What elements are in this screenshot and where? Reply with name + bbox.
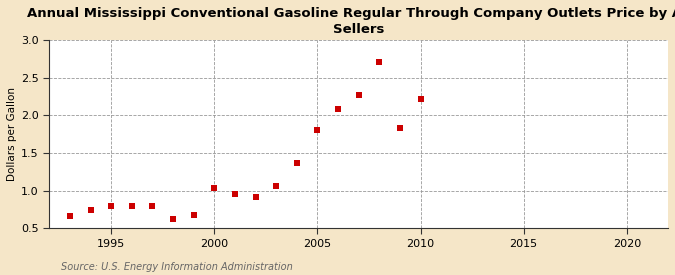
Text: Source: U.S. Energy Information Administration: Source: U.S. Energy Information Administ… xyxy=(61,262,292,272)
Point xyxy=(353,93,364,97)
Point xyxy=(188,213,199,217)
Point xyxy=(209,186,219,191)
Point xyxy=(271,184,281,188)
Point xyxy=(85,208,96,213)
Point xyxy=(65,213,76,218)
Point xyxy=(230,192,240,197)
Y-axis label: Dollars per Gallon: Dollars per Gallon xyxy=(7,87,17,181)
Point xyxy=(312,128,323,133)
Point xyxy=(292,161,302,165)
Point xyxy=(374,60,385,64)
Point xyxy=(394,126,405,130)
Point xyxy=(147,204,158,208)
Point xyxy=(250,195,261,200)
Title: Annual Mississippi Conventional Gasoline Regular Through Company Outlets Price b: Annual Mississippi Conventional Gasoline… xyxy=(26,7,675,36)
Point xyxy=(333,107,344,111)
Point xyxy=(167,216,178,221)
Point xyxy=(106,204,117,208)
Point xyxy=(415,97,426,101)
Point xyxy=(126,204,137,208)
